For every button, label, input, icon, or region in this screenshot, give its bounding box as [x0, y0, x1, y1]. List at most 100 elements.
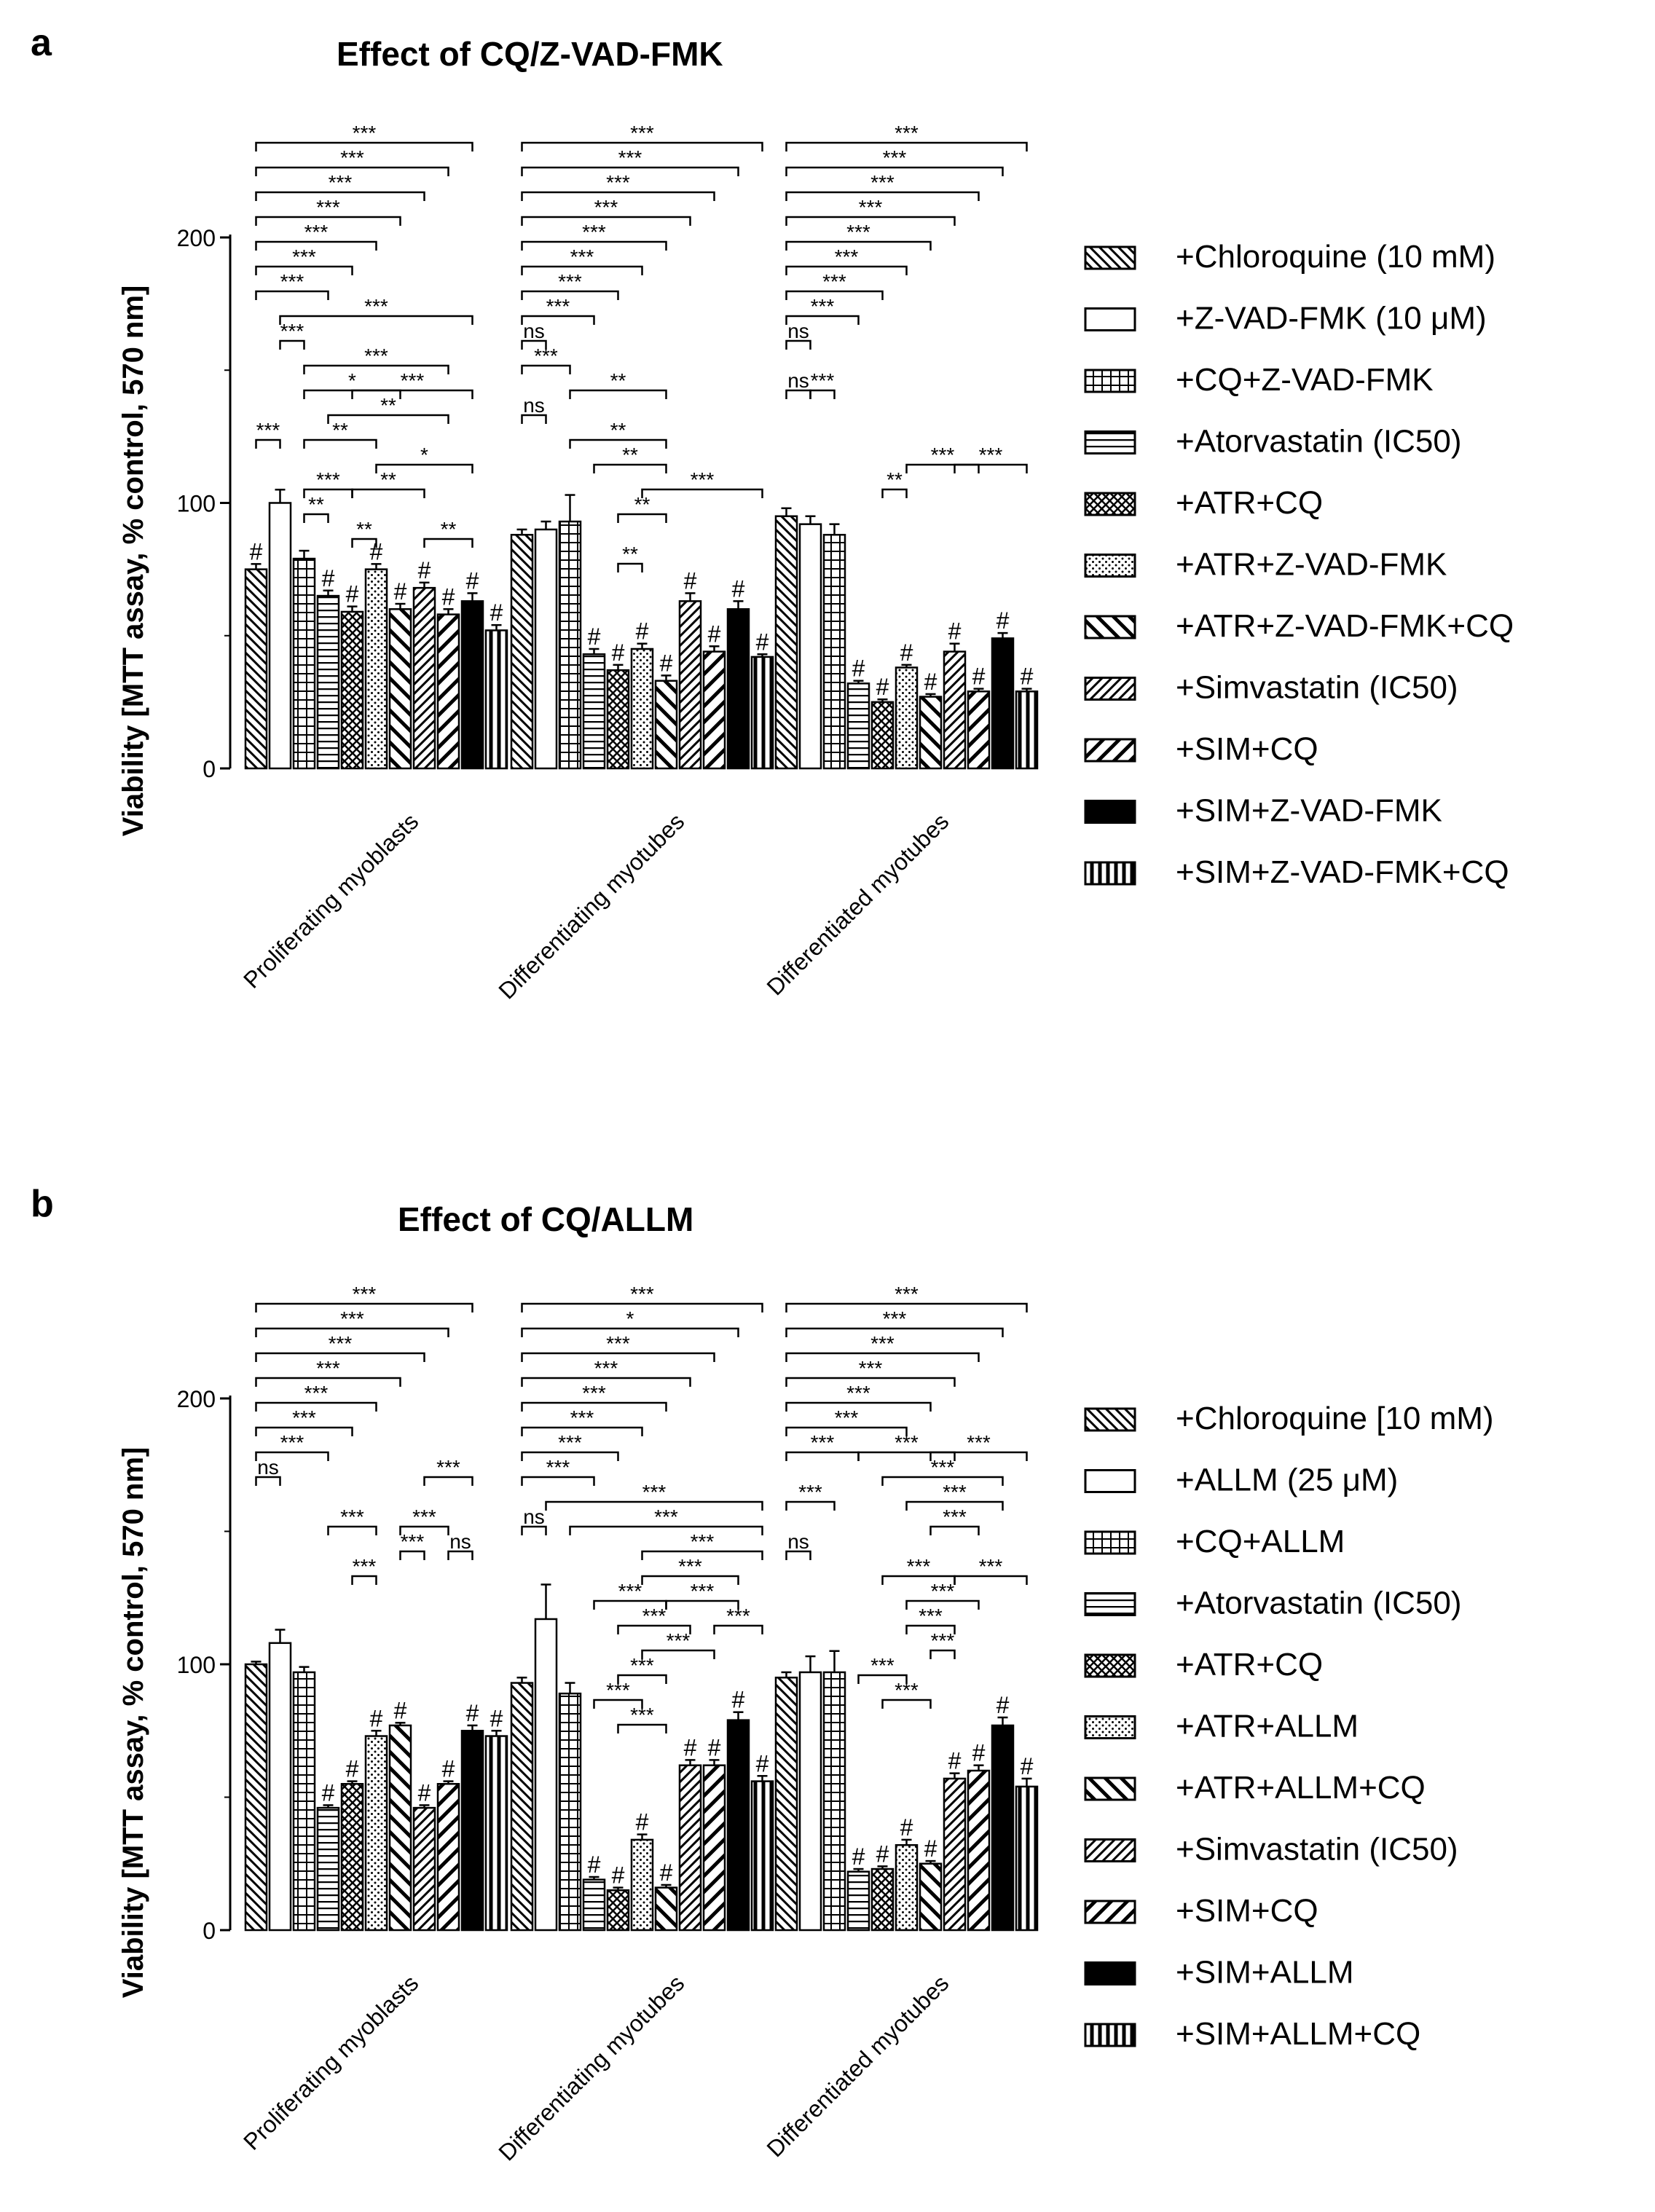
legend-label: +ATR+ALLM+CQ [1176, 1770, 1426, 1806]
significance-hash: # [972, 1740, 986, 1766]
significance-label: *** [642, 1605, 667, 1627]
significance-bracket [303, 364, 449, 374]
bar [606, 669, 630, 770]
significance-label: *** [316, 468, 340, 491]
significance-bracket [279, 339, 305, 350]
significance-label: *** [570, 1406, 594, 1429]
legend-label: +Atorvastatin (IC50) [1176, 1586, 1462, 1621]
panel-a: a Effect of CQ/Z-VAD-FMK Viability [MTT … [31, 22, 1514, 1004]
significance-label: *** [546, 1456, 570, 1479]
significance-bracket [521, 141, 763, 151]
significance-bracket [881, 1699, 932, 1709]
significance-hash: # [732, 575, 745, 602]
bar [582, 653, 606, 770]
bar [919, 1862, 943, 1932]
y-tick-label: 0 [203, 756, 216, 782]
significance-hash: # [900, 1814, 913, 1841]
bar [510, 533, 534, 770]
significance-bracket [521, 1327, 739, 1337]
significance-bracket [255, 216, 401, 226]
significance-hash: # [996, 607, 1010, 634]
significance-label: *** [364, 345, 388, 367]
significance-hash: # [732, 1687, 745, 1713]
significance-label: *** [401, 369, 425, 392]
significance-label: *** [931, 1456, 955, 1479]
significance-label: *** [304, 221, 329, 243]
legend-label: +SIM+CQ [1176, 1893, 1318, 1929]
significance-label: *** [256, 419, 280, 441]
bar [846, 682, 870, 770]
significance-bracket [521, 1401, 667, 1412]
significance-label: *** [642, 1481, 667, 1503]
significance-label: ns [523, 1506, 545, 1528]
bar [991, 637, 1015, 770]
significance-bracket [785, 141, 1028, 151]
bar [702, 1764, 726, 1932]
significance-hash: # [684, 1734, 697, 1760]
bar [244, 1663, 268, 1932]
significance-bracket [641, 1550, 763, 1560]
legend-label: +SIM+CQ [1176, 731, 1318, 767]
significance-label: *** [979, 444, 1003, 466]
bar [510, 1682, 534, 1932]
significance-label: *** [822, 270, 846, 293]
significance-bracket [255, 1476, 281, 1486]
significance-label: *** [582, 1382, 606, 1404]
significance-bracket [641, 1649, 715, 1659]
bar [412, 1806, 436, 1932]
panel-b-legend: +Chloroquine [10 mM) +ALLM (25 μM) +CQ+ALL… [1084, 1401, 1494, 2052]
significance-label: ** [887, 468, 903, 491]
panel-a-legend: +Chloroquine (10 mM) +Z-VAD-FMK (10 μM) +C… [1084, 239, 1514, 890]
significance-hash: # [490, 1705, 503, 1731]
bar [1015, 690, 1039, 770]
bar [630, 1838, 654, 1932]
significance-bracket [521, 1352, 715, 1362]
panel-b-title: Effect of CQ/ALLM [398, 1200, 693, 1238]
legend-label: +ATR+Z-VAD-FMK [1176, 547, 1447, 583]
significance-bracket [785, 1352, 980, 1362]
significance-label: *** [280, 270, 304, 293]
significance-label: *** [412, 1506, 436, 1528]
significance-label: *** [594, 196, 618, 219]
significance-label: *** [678, 1555, 702, 1578]
significance-bracket [521, 364, 571, 374]
bar [895, 666, 919, 770]
category-label: Differentiating myotubes [493, 1969, 689, 2165]
legend-label: +Simvastatin (IC50) [1176, 670, 1458, 706]
significance-bracket [569, 438, 667, 449]
significance-bracket [255, 1401, 377, 1412]
significance-label: *** [630, 1654, 654, 1677]
significance-bracket [665, 1599, 739, 1610]
bar [388, 608, 412, 770]
significance-bracket [255, 1302, 473, 1312]
significance-label: *** [859, 196, 883, 219]
bar [943, 1777, 967, 1932]
significance-hash: # [612, 1862, 625, 1889]
category-label: Differentiated myotubes [761, 808, 954, 1000]
bar [534, 1618, 558, 1932]
significance-bracket [905, 463, 980, 473]
bar [654, 1886, 678, 1932]
significance-bracket [255, 1426, 353, 1436]
significance-bracket [423, 1476, 473, 1486]
y-tick-label: 100 [177, 1652, 216, 1678]
significance-label: *** [870, 1332, 895, 1355]
significance-bracket [593, 463, 667, 473]
legend-label: +Z-VAD-FMK (10 μM) [1176, 301, 1487, 336]
significance-hash: # [442, 1756, 455, 1782]
significance-label: *** [883, 1307, 907, 1330]
significance-label: *** [846, 221, 870, 243]
significance-bracket [641, 488, 763, 498]
significance-bracket [929, 1525, 980, 1535]
significance-label: *** [870, 171, 895, 194]
legend-swatch [1084, 1653, 1136, 1678]
bar [919, 696, 943, 770]
y-tick-label: 200 [177, 225, 216, 251]
significance-bracket [785, 240, 932, 251]
significance-hash: # [322, 565, 335, 591]
significance-hash: # [1021, 1753, 1034, 1779]
significance-label: * [348, 369, 356, 392]
significance-bracket [785, 290, 884, 300]
significance-bracket [521, 166, 739, 176]
significance-bracket [375, 463, 473, 473]
